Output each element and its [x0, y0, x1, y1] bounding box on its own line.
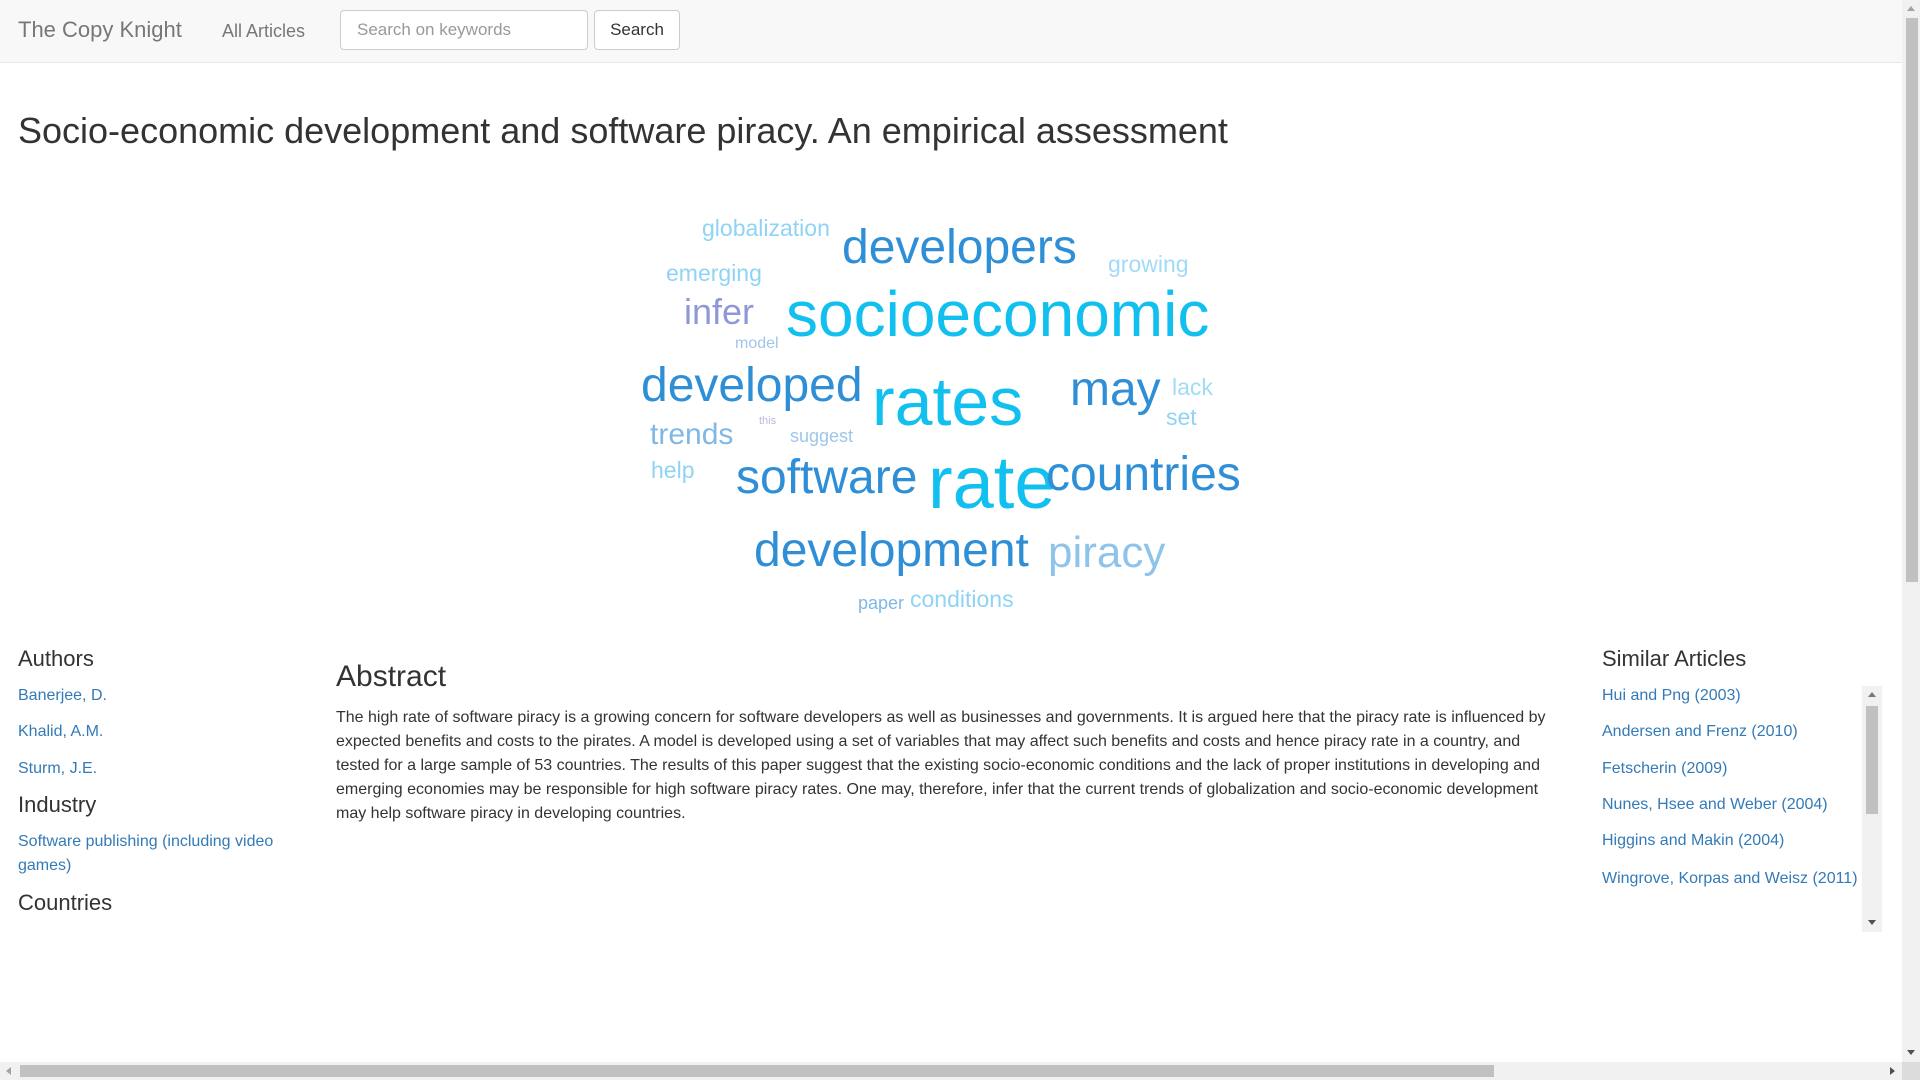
countries-heading: Countries	[18, 890, 113, 915]
similar-article-link[interactable]: Nunes, Hsee and Weber (2004)	[1602, 796, 1828, 813]
similar-article-link[interactable]: Fetscherin (2009)	[1602, 760, 1728, 777]
cloud-word-model: model	[735, 335, 779, 352]
author-link[interactable]: Khalid, A.M.	[18, 723, 104, 740]
cloud-word-piracy: piracy	[1048, 528, 1166, 577]
cloud-word-development: development	[754, 524, 1029, 577]
search-button[interactable]: Search	[594, 10, 680, 50]
cloud-word-suggest: suggest	[790, 426, 854, 446]
cloud-word-rate: rate	[928, 441, 1056, 524]
cloud-word-growing: growing	[1108, 251, 1189, 277]
cloud-word-infer: infer	[684, 291, 755, 332]
cloud-word-paper: paper	[858, 593, 905, 613]
cloud-word-emerging: emerging	[666, 260, 762, 286]
industry-heading: Industry	[18, 792, 97, 817]
cloud-word-help: help	[651, 457, 695, 483]
page-vertical-scrollbar[interactable]	[1902, 0, 1920, 1062]
industry-link[interactable]: Software publishing (including video gam…	[18, 833, 274, 874]
cloud-word-set: set	[1166, 404, 1197, 430]
cloud-word-this: this	[759, 415, 777, 427]
similar-articles-scrollbar[interactable]	[1862, 686, 1882, 932]
cloud-word-globalization: globalization	[702, 215, 830, 241]
page-horizontal-scrollbar[interactable]	[0, 1062, 1902, 1080]
similar-article-link[interactable]: Higgins and Makin (2004)	[1602, 832, 1785, 849]
similar-article-link[interactable]: Hui and Png (2003)	[1602, 687, 1741, 704]
scroll-up-icon[interactable]	[1907, 6, 1915, 11]
page-horizontal-scroll-thumb[interactable]	[20, 1065, 1494, 1077]
cloud-word-developers: developers	[842, 221, 1077, 274]
abstract-heading: Abstract	[336, 660, 447, 693]
scrollbar-corner	[1902, 1062, 1920, 1080]
cloud-word-trends: trends	[650, 418, 734, 451]
cloud-word-developed: developed	[641, 359, 863, 412]
abstract-text: The high rate of software piracy is a gr…	[336, 709, 1546, 822]
page-vertical-scroll-thumb[interactable]	[1906, 18, 1918, 582]
similar-article-link[interactable]: Wingrove, Korpas and Weisz (2011)	[1602, 870, 1858, 887]
authors-heading: Authors	[18, 646, 94, 671]
search-input[interactable]	[340, 10, 588, 50]
scroll-down-icon[interactable]	[1868, 920, 1876, 925]
cloud-word-lack: lack	[1172, 374, 1213, 400]
cloud-word-conditions: conditions	[910, 586, 1014, 612]
similar-articles-heading: Similar Articles	[1602, 646, 1747, 671]
cloud-word-software: software	[736, 451, 918, 504]
scroll-down-icon[interactable]	[1907, 1050, 1915, 1055]
similar-articles-list[interactable]: Hui and Png (2003) Andersen and Frenz (2…	[1602, 686, 1882, 932]
similar-articles-scroll-thumb[interactable]	[1866, 706, 1878, 814]
word-cloud: globalization developers growing emergin…	[641, 215, 1241, 613]
all-articles-link[interactable]: All Articles	[222, 21, 306, 41]
scroll-up-icon[interactable]	[1868, 692, 1876, 697]
scroll-left-icon[interactable]	[6, 1067, 11, 1075]
cloud-word-countries: countries	[1046, 448, 1241, 501]
navbar: The Copy Knight All Articles Search	[0, 0, 1902, 63]
cloud-word-rates: rates	[872, 364, 1024, 440]
author-link[interactable]: Banerjee, D.	[18, 687, 107, 704]
cloud-word-socioeconomic: socioeconomic	[786, 278, 1210, 350]
scroll-right-icon[interactable]	[1890, 1067, 1895, 1075]
brand-link[interactable]: The Copy Knight	[18, 17, 182, 42]
cloud-word-may: may	[1070, 363, 1161, 416]
author-link[interactable]: Sturm, J.E.	[18, 760, 98, 777]
page-title: Socio-economic development and software …	[18, 110, 1228, 151]
similar-article-link[interactable]: Andersen and Frenz (2010)	[1602, 723, 1798, 740]
